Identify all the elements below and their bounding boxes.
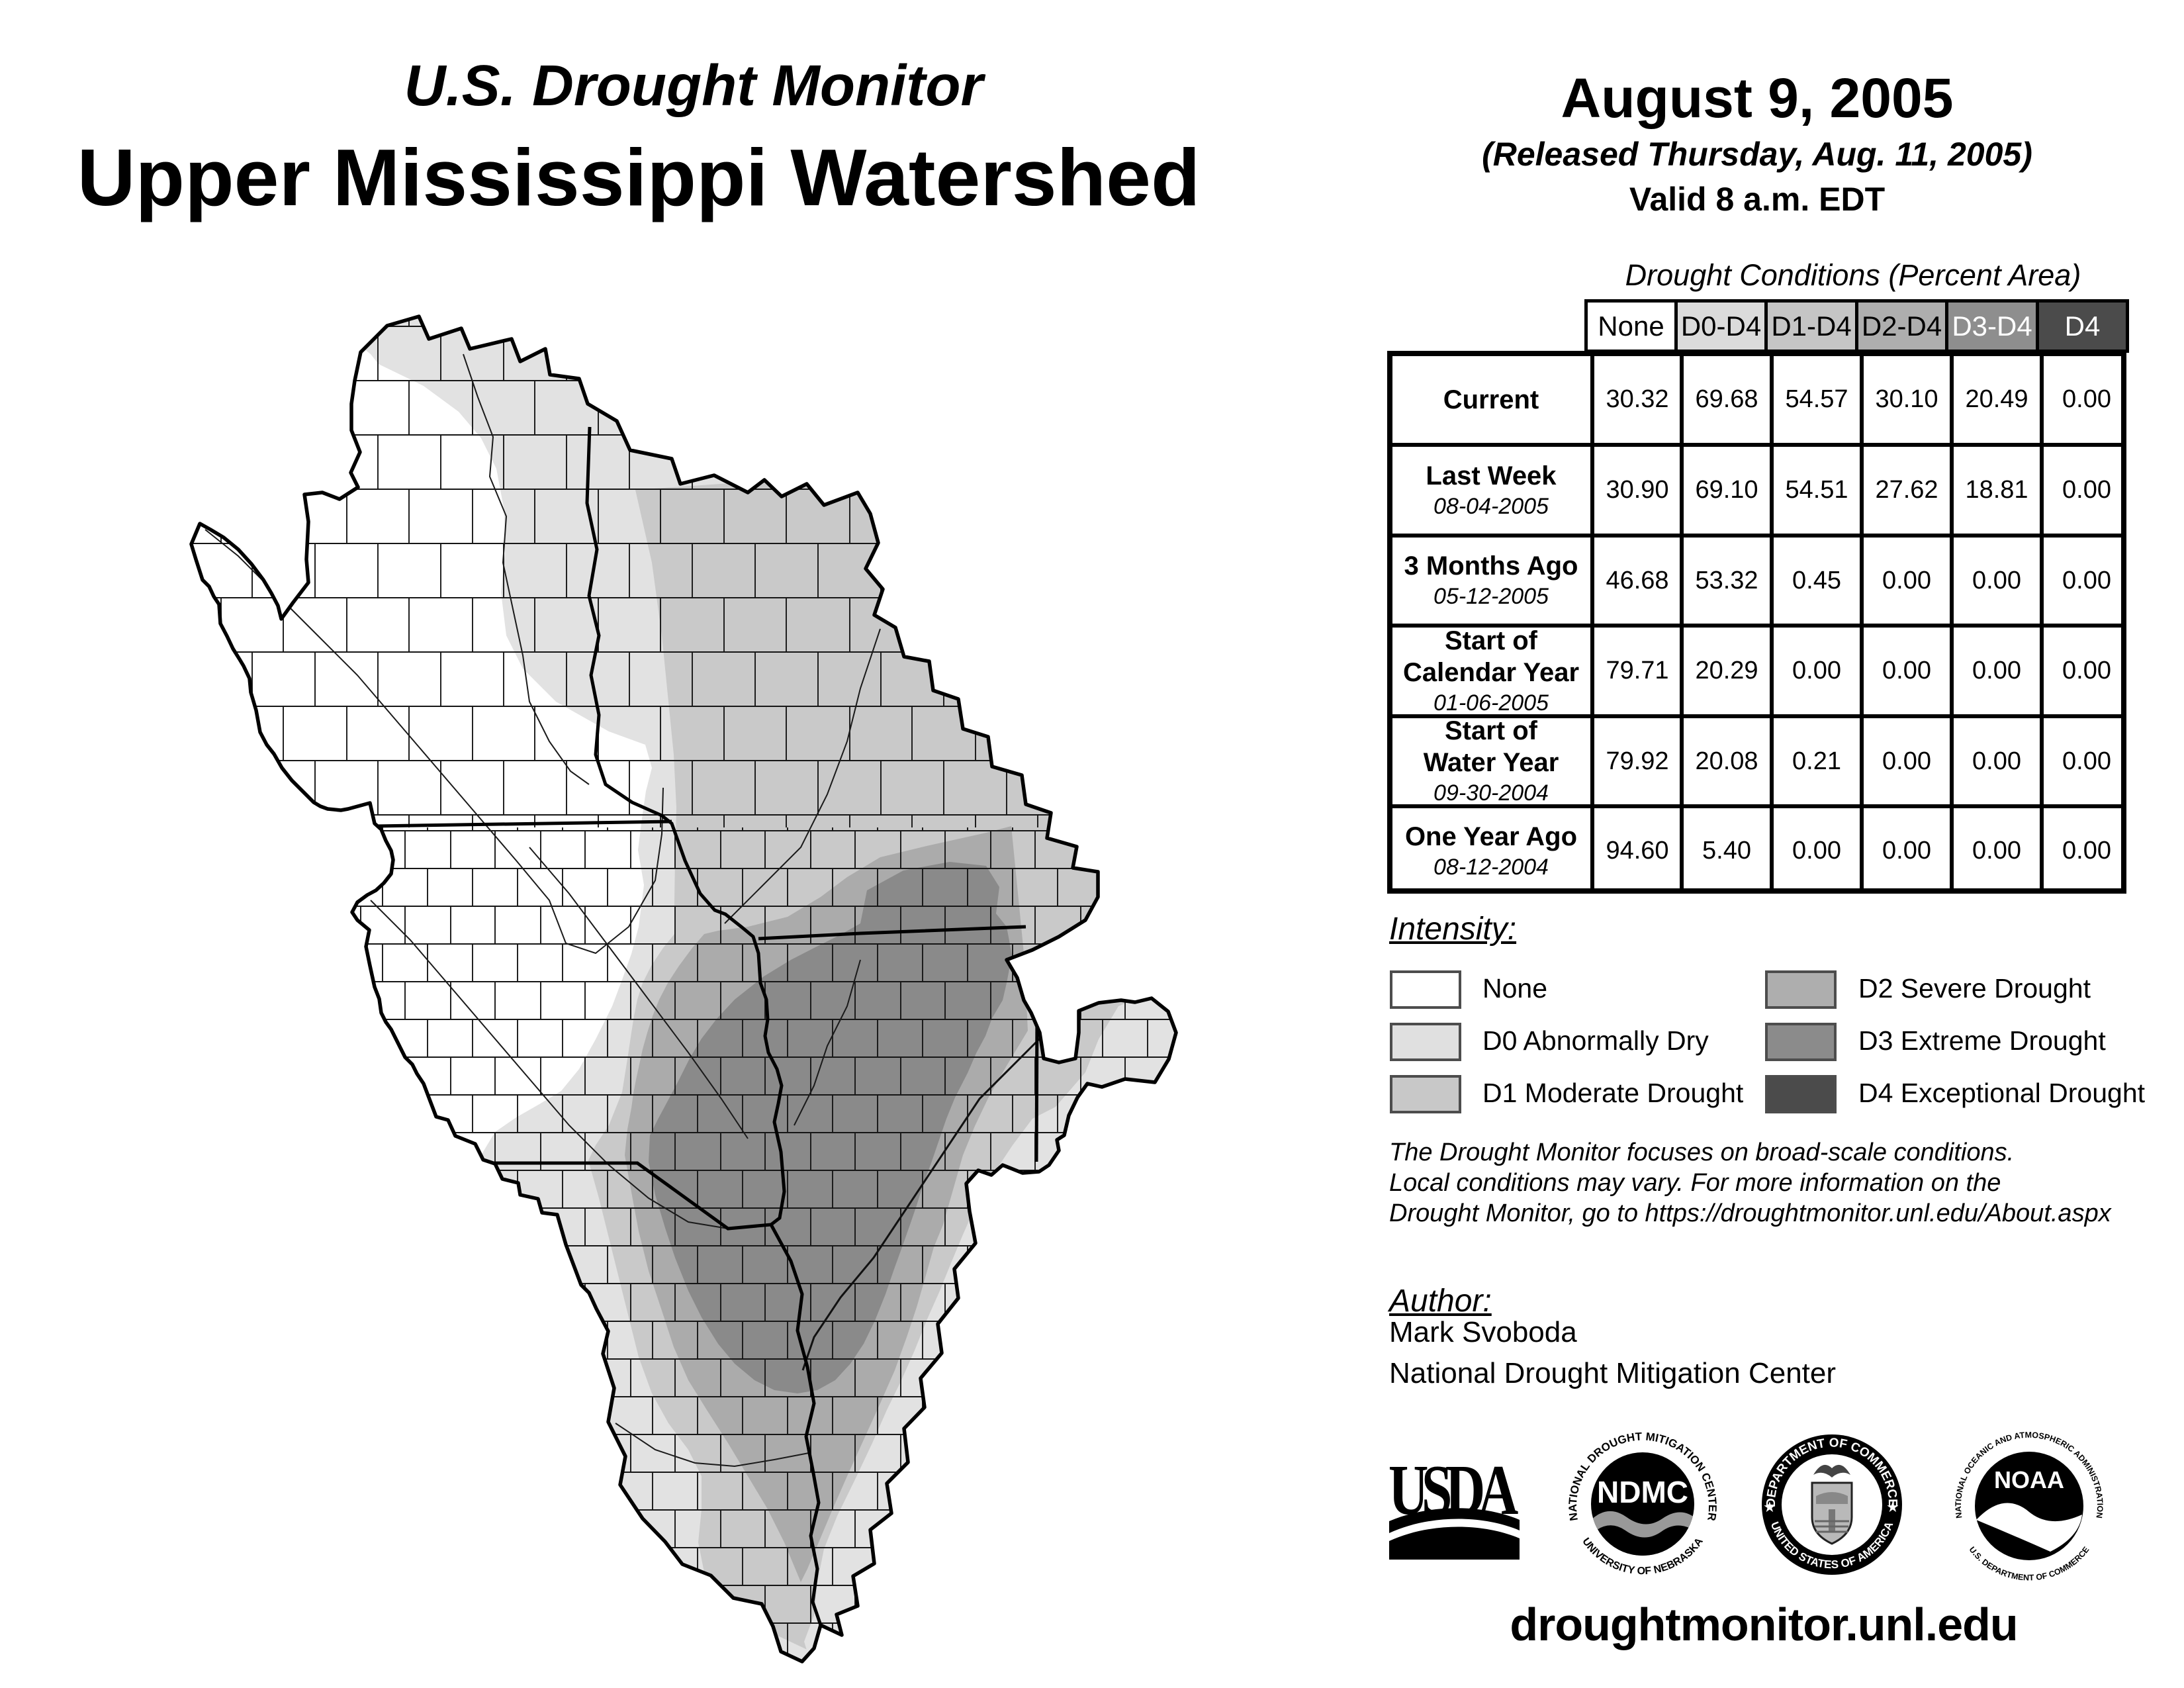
svg-text:NOAA: NOAA (1994, 1466, 2064, 1493)
svg-text:★: ★ (1886, 1499, 1899, 1515)
svg-text:NDMC: NDMC (1597, 1475, 1688, 1509)
svg-text:★: ★ (1763, 1499, 1776, 1515)
